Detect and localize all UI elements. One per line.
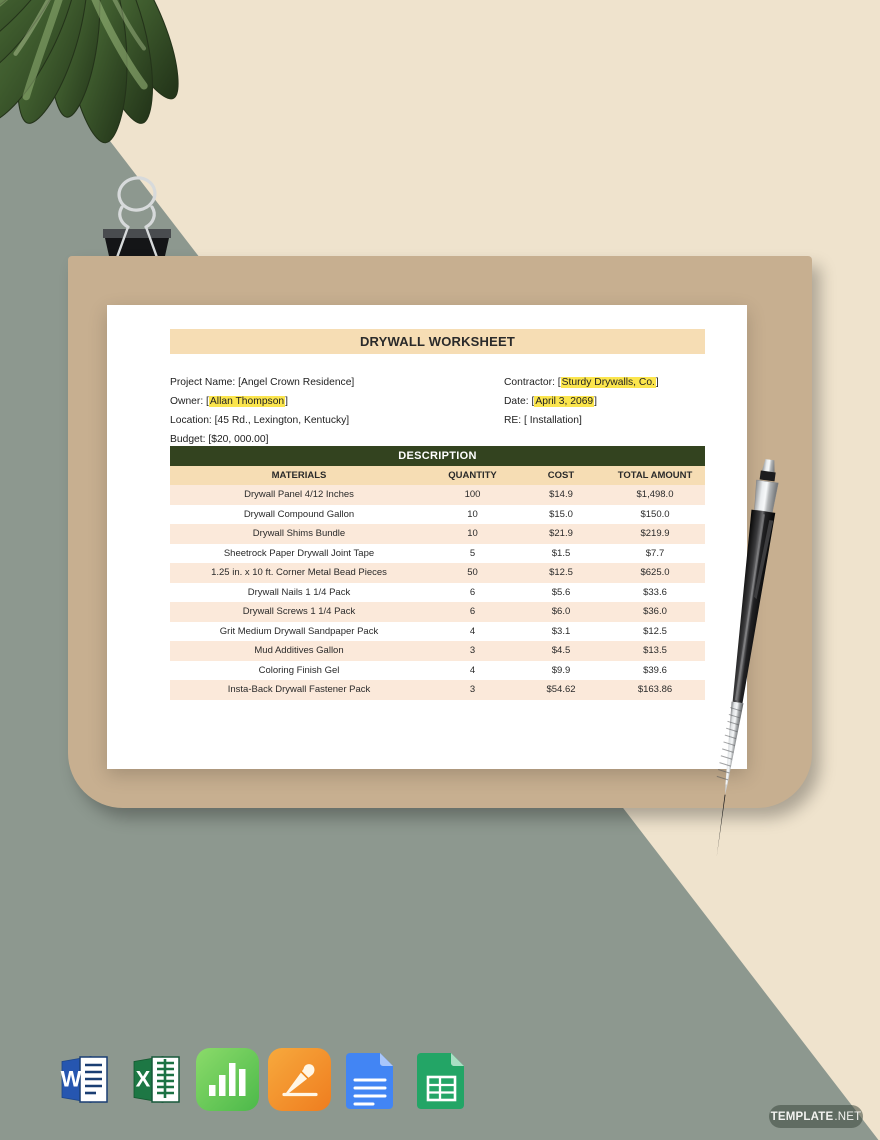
svg-text:X: X	[136, 1067, 151, 1092]
svg-text:W: W	[61, 1067, 82, 1092]
